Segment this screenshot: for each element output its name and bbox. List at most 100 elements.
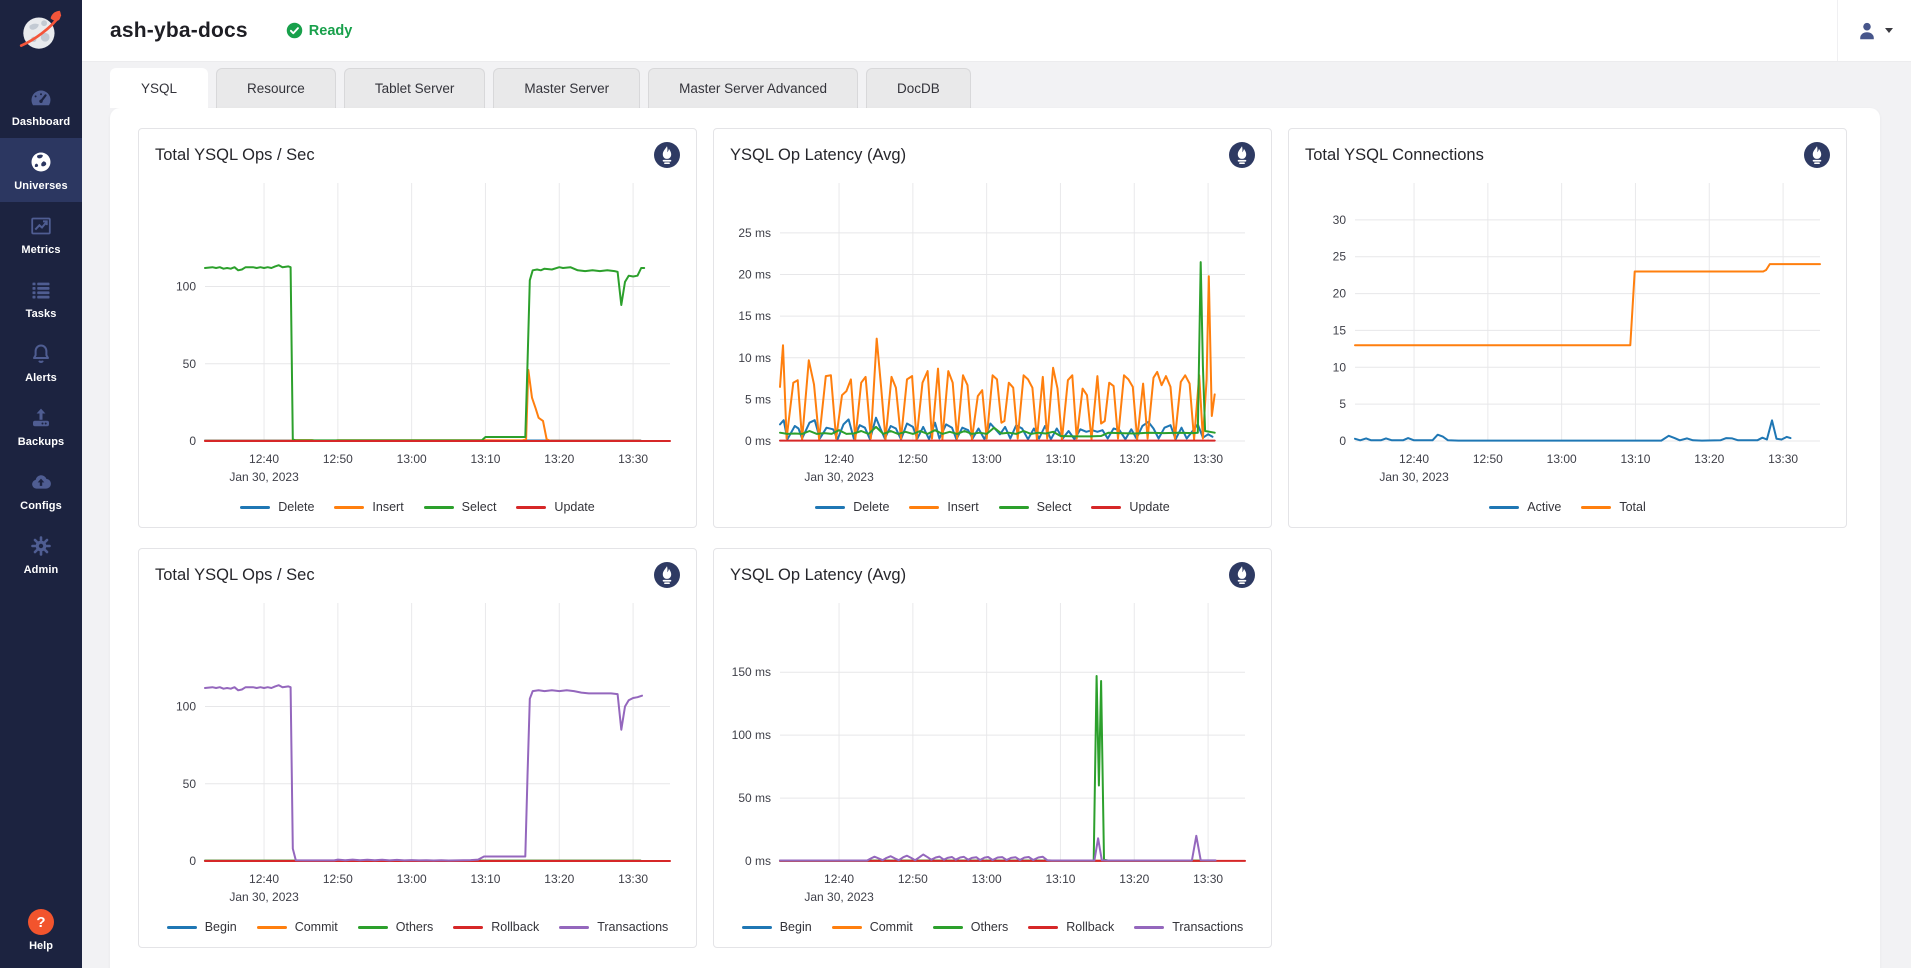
status-label: Ready — [309, 23, 353, 39]
main-area: ash-yba-docs Ready YSQLResourceTablet Se… — [82, 0, 1911, 968]
legend-label: Insert — [372, 500, 403, 514]
legend-label: Transactions — [1172, 920, 1243, 934]
sidebar-item-tasks[interactable]: Tasks — [0, 266, 82, 330]
x-axis-date-label: Jan 30, 2023 — [229, 890, 299, 904]
legend-item-select[interactable]: Select — [999, 500, 1072, 514]
legend-item-update[interactable]: Update — [516, 500, 594, 514]
legend-label: Select — [1037, 500, 1072, 514]
legend-item-commit[interactable]: Commit — [832, 920, 913, 934]
tab-master-server-advanced[interactable]: Master Server Advanced — [648, 68, 858, 108]
tab-tablet-server[interactable]: Tablet Server — [344, 68, 486, 108]
legend-label: Rollback — [491, 920, 539, 934]
chart-card: Total YSQL Ops / Sec05010012:4012:5013:0… — [138, 128, 697, 528]
prometheus-icon[interactable] — [1229, 562, 1255, 588]
series-line-active — [1355, 420, 1791, 440]
legend-item-insert[interactable]: Insert — [909, 500, 978, 514]
chart-legend: Delete Insert Select Update — [730, 500, 1255, 514]
tab-ysql[interactable]: YSQL — [110, 68, 208, 108]
user-menu[interactable] — [1837, 0, 1911, 61]
series-line-total — [1355, 264, 1820, 345]
legend-item-commit[interactable]: Commit — [257, 920, 338, 934]
x-tick-label: 12:50 — [898, 452, 928, 466]
x-axis-date-label: Jan 30, 2023 — [804, 890, 874, 904]
legend-item-begin[interactable]: Begin — [167, 920, 237, 934]
legend-label: Transactions — [597, 920, 668, 934]
prometheus-icon[interactable] — [1804, 142, 1830, 168]
x-tick-label: 13:00 — [972, 452, 1002, 466]
x-tick-label: 13:00 — [1547, 452, 1577, 466]
y-tick-label: 10 — [1333, 360, 1347, 374]
legend-swatch — [358, 926, 388, 929]
legend-swatch — [933, 926, 963, 929]
check-circle-icon — [286, 22, 303, 39]
x-tick-label: 12:50 — [1473, 452, 1503, 466]
chart-card: YSQL Op Latency (Avg)0 ms5 ms10 ms15 ms2… — [713, 128, 1272, 528]
legend-item-insert[interactable]: Insert — [334, 500, 403, 514]
prometheus-icon[interactable] — [1229, 142, 1255, 168]
sidebar-item-label: Configs — [20, 500, 62, 512]
app-root: Dashboard Universes MetricsTasksAlerts Back… — [0, 0, 1911, 968]
sidebar-item-label: Backups — [18, 436, 65, 448]
sidebar-item-label: Dashboard — [12, 116, 70, 128]
legend-item-update[interactable]: Update — [1091, 500, 1169, 514]
sidebar-item-admin[interactable]: Admin — [0, 522, 82, 586]
y-tick-label: 150 ms — [732, 665, 771, 679]
legend-item-others[interactable]: Others — [933, 920, 1009, 934]
series-line-transactions — [780, 836, 1216, 861]
legend-label: Commit — [295, 920, 338, 934]
legend-label: Active — [1527, 500, 1561, 514]
legend-item-delete[interactable]: Delete — [815, 500, 889, 514]
chart-title: Total YSQL Ops / Sec — [155, 146, 315, 165]
tab-resource[interactable]: Resource — [216, 68, 336, 108]
y-tick-label: 20 ms — [738, 268, 771, 282]
sidebar-item-label: Universes — [14, 180, 68, 192]
legend-item-begin[interactable]: Begin — [742, 920, 812, 934]
x-tick-label: 13:20 — [1694, 452, 1724, 466]
legend-label: Delete — [853, 500, 889, 514]
sidebar-item-backups[interactable]: Backups — [0, 394, 82, 458]
y-tick-label: 15 — [1333, 323, 1347, 337]
legend-item-rollback[interactable]: Rollback — [1028, 920, 1114, 934]
tab-docdb[interactable]: DocDB — [866, 68, 971, 108]
legend-item-delete[interactable]: Delete — [240, 500, 314, 514]
sidebar-item-configs[interactable]: Configs — [0, 458, 82, 522]
legend-item-others[interactable]: Others — [358, 920, 434, 934]
sidebar-item-universes[interactable]: Universes — [0, 138, 82, 202]
y-tick-label: 0 — [189, 854, 196, 868]
x-tick-label: 13:00 — [397, 872, 427, 886]
x-axis-date-label: Jan 30, 2023 — [804, 470, 874, 484]
backups-icon — [29, 405, 53, 431]
legend-item-rollback[interactable]: Rollback — [453, 920, 539, 934]
series-line-insert — [205, 370, 641, 441]
legend-swatch — [1028, 926, 1058, 929]
y-tick-label: 15 ms — [738, 309, 771, 323]
legend-label: Commit — [870, 920, 913, 934]
y-tick-label: 0 — [189, 434, 196, 448]
chart-plot-area: 05010012:4012:5013:0013:1013:2013:30Jan … — [155, 589, 680, 913]
tab-master-server[interactable]: Master Server — [493, 68, 640, 108]
legend-swatch — [742, 926, 772, 929]
legend-item-transactions[interactable]: Transactions — [559, 920, 668, 934]
chart-title: Total YSQL Ops / Sec — [155, 566, 315, 585]
prometheus-icon[interactable] — [654, 562, 680, 588]
sidebar-item-alerts[interactable]: Alerts — [0, 330, 82, 394]
chart-plot-area: 05010012:4012:5013:0013:1013:2013:30Jan … — [155, 169, 680, 493]
legend-item-total[interactable]: Total — [1581, 500, 1645, 514]
y-tick-label: 20 — [1333, 287, 1347, 301]
legend-item-active[interactable]: Active — [1489, 500, 1561, 514]
legend-item-select[interactable]: Select — [424, 500, 497, 514]
sidebar-item-help[interactable]: ? Help — [0, 909, 82, 952]
x-tick-label: 13:20 — [544, 452, 574, 466]
x-tick-label: 13:30 — [1193, 872, 1223, 886]
tab-content-panel: Total YSQL Ops / Sec05010012:4012:5013:0… — [110, 108, 1880, 968]
prometheus-icon[interactable] — [654, 142, 680, 168]
legend-swatch — [1581, 506, 1611, 509]
chart-card: Total YSQL Ops / Sec05010012:4012:5013:0… — [138, 548, 697, 948]
legend-swatch — [1091, 506, 1121, 509]
yugabyte-logo[interactable] — [0, 0, 82, 62]
x-tick-label: 13:10 — [1045, 872, 1075, 886]
chart-legend: Active Total — [1305, 500, 1830, 514]
sidebar-item-metrics[interactable]: Metrics — [0, 202, 82, 266]
sidebar-item-dashboard[interactable]: Dashboard — [0, 74, 82, 138]
legend-item-transactions[interactable]: Transactions — [1134, 920, 1243, 934]
